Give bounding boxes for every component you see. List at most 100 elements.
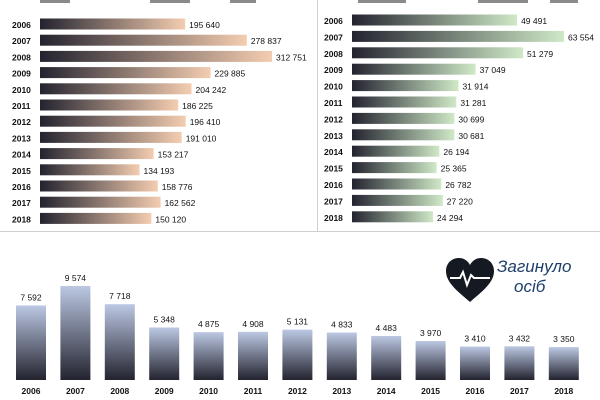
bar — [104, 304, 135, 380]
value-label: 3 410 — [464, 334, 486, 344]
year-label: 2008 — [110, 386, 129, 396]
value-label: 5 348 — [154, 314, 176, 324]
value-label: 4 483 — [376, 323, 398, 333]
year-label: 2014 — [324, 147, 343, 157]
year-label: 2017 — [510, 386, 529, 396]
bar — [40, 131, 182, 143]
bar — [193, 332, 224, 380]
year-label: 2009 — [12, 69, 31, 79]
value-label: 26 194 — [443, 147, 469, 157]
value-label: 9 574 — [65, 273, 87, 283]
year-label: 2006 — [324, 16, 343, 26]
bar — [40, 115, 186, 127]
value-label: 30 699 — [458, 114, 484, 124]
bar — [326, 332, 357, 380]
year-label: 2016 — [466, 386, 485, 396]
bar — [548, 347, 579, 380]
chart-panel-left: 2006 195 640 2007 278 837 2008 312 751 2009 229… — [0, 0, 318, 232]
bar — [352, 63, 476, 75]
bar — [352, 80, 459, 92]
value-label: 4 908 — [242, 319, 264, 329]
value-label: 4 833 — [331, 320, 353, 330]
value-label: 5 131 — [287, 317, 309, 327]
year-label: 2016 — [324, 180, 343, 190]
bar — [460, 346, 490, 380]
value-label: 3 432 — [509, 333, 531, 343]
bar — [40, 83, 192, 95]
year-label: 2012 — [324, 114, 343, 124]
chart-panel-bottom: Загинуло осіб 7 592 2006 9 574 2007 7 718 200… — [0, 232, 600, 400]
year-label: 2007 — [12, 36, 31, 46]
value-label: 150 120 — [155, 214, 186, 224]
year-label: 2017 — [324, 196, 343, 206]
value-label: 158 776 — [162, 182, 193, 192]
bar — [40, 212, 152, 224]
cropped-header-mark — [230, 0, 256, 3]
year-label: 2013 — [332, 386, 351, 396]
value-label: 31 281 — [460, 98, 486, 108]
value-label: 30 681 — [458, 131, 484, 141]
value-label: 229 885 — [215, 69, 246, 79]
cropped-header-mark — [150, 0, 190, 3]
value-label: 31 914 — [462, 82, 488, 92]
year-label: 2011 — [244, 386, 263, 396]
value-label: 278 837 — [251, 36, 282, 46]
bar — [238, 331, 268, 380]
cropped-header-mark — [358, 0, 406, 3]
bar — [282, 329, 313, 380]
heart-pulse-icon — [446, 258, 494, 302]
value-label: 26 782 — [445, 180, 471, 190]
year-label: 2017 — [12, 198, 31, 208]
value-label: 7 718 — [109, 291, 131, 301]
value-label: 3 970 — [420, 328, 442, 338]
value-label: 49 491 — [521, 16, 547, 26]
bar — [16, 305, 46, 380]
year-label: 2015 — [324, 164, 343, 174]
bar — [149, 327, 180, 380]
bar — [352, 211, 434, 223]
bar — [40, 34, 247, 46]
cropped-header-mark — [550, 0, 578, 3]
bar — [415, 341, 446, 380]
year-label: 2007 — [324, 32, 343, 42]
value-label: 63 554 — [568, 32, 594, 42]
value-label: 196 410 — [190, 117, 221, 127]
bar — [352, 96, 457, 108]
year-label: 2008 — [12, 52, 31, 62]
bar — [352, 129, 455, 141]
bar — [352, 145, 440, 157]
year-label: 2007 — [66, 386, 85, 396]
horizontal-bar-chart-left: 2006 195 640 2007 278 837 2008 312 751 2009 229… — [12, 18, 307, 224]
value-label: 191 010 — [186, 133, 217, 143]
bar — [352, 178, 442, 190]
bar — [352, 162, 437, 174]
year-label: 2010 — [324, 82, 343, 92]
bar — [40, 164, 140, 176]
value-label: 195 640 — [189, 20, 220, 30]
bottom-chart-title-line-2: осіб — [514, 277, 547, 296]
value-label: 162 562 — [165, 198, 196, 208]
year-label: 2018 — [324, 213, 343, 223]
vertical-bar-chart-deaths: Загинуло осіб 7 592 2006 9 574 2007 7 718 200… — [16, 257, 579, 396]
year-label: 2013 — [12, 133, 31, 143]
value-label: 134 193 — [144, 166, 175, 176]
bar — [40, 50, 272, 62]
bar — [504, 346, 535, 380]
value-label: 186 225 — [182, 101, 213, 111]
year-label: 2008 — [324, 49, 343, 59]
year-label: 2018 — [12, 214, 31, 224]
year-label: 2006 — [12, 20, 31, 30]
bar — [40, 67, 211, 79]
year-label: 2012 — [12, 117, 31, 127]
cropped-header-mark — [40, 0, 70, 3]
bar — [40, 18, 186, 30]
value-label: 51 279 — [527, 49, 553, 59]
value-label: 24 294 — [437, 213, 463, 223]
year-label: 2015 — [12, 166, 31, 176]
horizontal-bar-chart-right: 2006 49 491 2007 63 554 2008 51 279 2009 37 049… — [324, 14, 594, 223]
year-label: 2011 — [12, 101, 31, 111]
bar — [352, 14, 518, 26]
year-label: 2016 — [12, 182, 31, 192]
bar — [352, 112, 455, 124]
year-label: 2014 — [12, 150, 31, 160]
